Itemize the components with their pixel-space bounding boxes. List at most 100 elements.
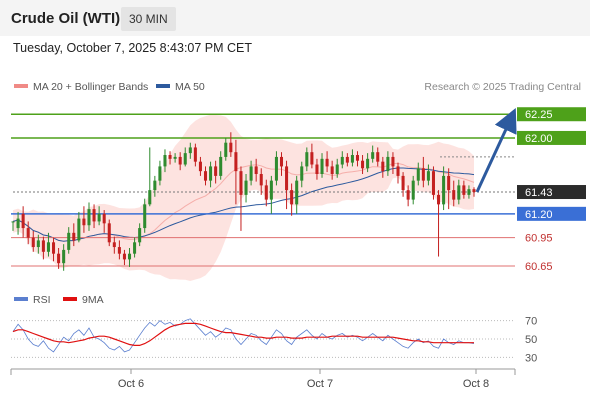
- candle: [112, 236, 116, 254]
- candle-body: [36, 240, 40, 248]
- candle: [264, 179, 268, 207]
- candle-body: [376, 152, 380, 162]
- candle-body: [11, 221, 15, 223]
- candle-body: [269, 180, 273, 200]
- candlesticks: [11, 132, 476, 271]
- candle: [82, 206, 86, 233]
- candle: [426, 164, 430, 186]
- candle-body: [472, 189, 476, 193]
- candle: [239, 166, 243, 231]
- candle: [21, 206, 25, 238]
- candle-body: [219, 156, 223, 176]
- rsi-series-rsi: [12, 318, 475, 353]
- candle-body: [52, 242, 56, 254]
- candle: [472, 187, 476, 197]
- candle: [462, 180, 466, 199]
- candle: [198, 156, 202, 176]
- candle: [406, 185, 410, 207]
- candle: [102, 210, 106, 233]
- candle: [340, 151, 344, 169]
- candle: [133, 237, 137, 258]
- candle: [442, 166, 446, 211]
- candle: [107, 219, 111, 247]
- candle-body: [244, 180, 248, 195]
- level-label-3: 60.95: [525, 233, 553, 245]
- candle-body: [371, 152, 375, 159]
- candle-body: [310, 152, 314, 165]
- legend-ma20-swatch: [14, 84, 28, 88]
- chart-datetime: Tuesday, October 7, 2025 8:43:07 PM CET: [13, 41, 253, 55]
- level-label-2: 61.20: [525, 209, 553, 221]
- candle: [305, 147, 309, 172]
- candle: [431, 166, 435, 200]
- candle: [178, 152, 182, 171]
- candle: [138, 223, 142, 247]
- candle-body: [193, 147, 197, 162]
- candle-body: [401, 175, 405, 191]
- candle-body: [274, 156, 278, 181]
- candle: [310, 143, 314, 169]
- candle-body: [290, 190, 294, 205]
- x-tick-label: Oct 8: [463, 378, 489, 390]
- candle-body: [325, 158, 329, 167]
- candle: [244, 174, 248, 203]
- candle-body: [330, 166, 334, 174]
- candle-body: [112, 242, 116, 248]
- candle: [290, 183, 294, 216]
- candle-body: [396, 166, 400, 176]
- candle-body: [82, 218, 86, 226]
- candle-body: [41, 240, 45, 252]
- candle-body: [361, 160, 365, 169]
- level-box-2: [517, 206, 586, 221]
- candle-body: [381, 161, 385, 172]
- candle-body: [305, 152, 309, 167]
- candle: [41, 236, 45, 260]
- candle: [345, 153, 349, 167]
- rsi-tick-label: 70: [525, 316, 537, 328]
- candle-body: [72, 232, 76, 241]
- candle: [16, 211, 20, 235]
- candle-body: [239, 171, 243, 195]
- candle: [229, 132, 233, 157]
- candle-body: [467, 189, 471, 195]
- candle: [391, 152, 395, 174]
- candle: [366, 153, 370, 173]
- candle-body: [117, 247, 121, 254]
- candle-body: [178, 156, 182, 165]
- candle-body: [31, 237, 35, 248]
- candle: [396, 162, 400, 184]
- candle: [36, 234, 40, 254]
- candle: [254, 158, 258, 182]
- level-label-0: 62.25: [525, 109, 553, 121]
- candle: [447, 168, 451, 210]
- candle: [46, 232, 50, 257]
- candle: [355, 151, 360, 167]
- candle: [330, 160, 334, 180]
- candle-body: [46, 242, 50, 252]
- candle: [209, 161, 213, 188]
- candle: [219, 151, 223, 180]
- current-price-box: [517, 185, 586, 200]
- candle: [416, 162, 420, 186]
- candle-body: [426, 171, 430, 181]
- candle: [381, 156, 385, 178]
- x-tick-label: Oct 7: [307, 378, 333, 390]
- candle: [376, 147, 380, 167]
- candle-body: [391, 156, 395, 167]
- candle: [148, 147, 152, 207]
- candle: [467, 185, 471, 199]
- candle-body: [143, 204, 147, 229]
- candle-body: [254, 166, 258, 174]
- timeframe-badge[interactable]: 30 MIN: [121, 7, 176, 31]
- candle: [183, 147, 187, 167]
- candle: [117, 240, 121, 260]
- candle: [285, 160, 289, 210]
- level-label-1: 62.00: [525, 133, 553, 145]
- candle-body: [264, 185, 268, 200]
- rsi-panel: 70 50 30: [11, 316, 537, 364]
- candle-body: [173, 156, 177, 159]
- candle: [77, 211, 81, 243]
- candle-body: [386, 156, 390, 172]
- candle: [421, 156, 425, 188]
- candle-body: [340, 156, 344, 165]
